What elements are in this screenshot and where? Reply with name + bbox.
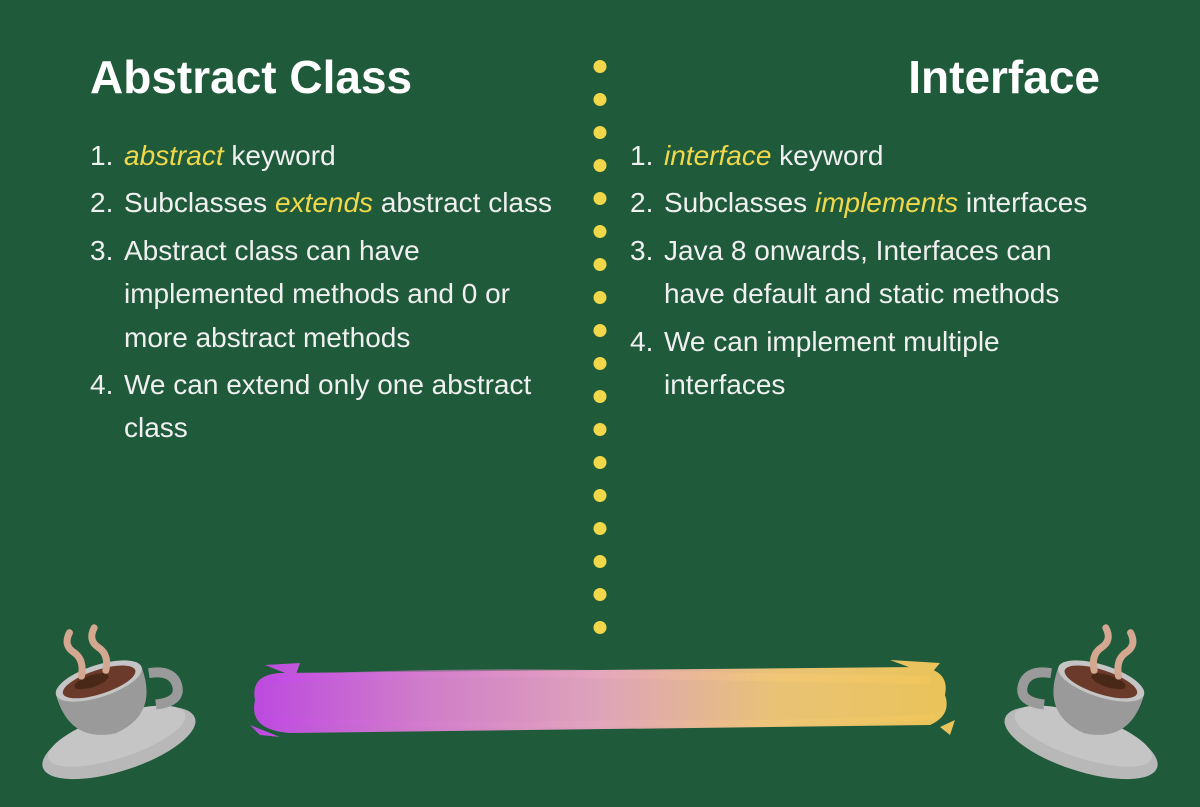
divider-dot [594, 159, 607, 172]
divider-dot [594, 390, 607, 403]
divider-dot [594, 588, 607, 601]
left-title: Abstract Class [90, 50, 570, 104]
divider-dot [594, 291, 607, 304]
list-item: Subclasses extends abstract class [90, 181, 570, 224]
divider-dot [594, 192, 607, 205]
left-column: Abstract Class abstract keywordSubclasse… [90, 50, 570, 454]
divider-dot [594, 423, 607, 436]
divider-dot [594, 126, 607, 139]
list-item: Abstract class can have implemented meth… [90, 229, 570, 359]
divider-dot [594, 621, 607, 634]
divider-dot [594, 489, 607, 502]
divider-dot [594, 456, 607, 469]
divider-dot [594, 357, 607, 370]
dotted-divider [594, 60, 607, 634]
list-item: Java 8 onwards, Interfaces can have defa… [630, 229, 1110, 316]
coffee-cup-icon [0, 598, 211, 803]
divider-dot [594, 555, 607, 568]
list-item: Subclasses implements interfaces [630, 181, 1110, 224]
right-list: interface keywordSubclasses implements i… [630, 134, 1110, 406]
right-column: Interface interface keywordSubclasses im… [630, 50, 1110, 454]
list-item: We can implement multiple interfaces [630, 320, 1110, 407]
brush-stroke [240, 655, 960, 745]
divider-dot [594, 225, 607, 238]
right-title: Interface [630, 50, 1110, 104]
list-item: We can extend only one abstract class [90, 363, 570, 450]
left-list: abstract keywordSubclasses extends abstr… [90, 134, 570, 450]
divider-dot [594, 258, 607, 271]
divider-dot [594, 522, 607, 535]
coffee-cup-icon [989, 598, 1200, 803]
divider-dot [594, 324, 607, 337]
list-item: interface keyword [630, 134, 1110, 177]
divider-dot [594, 60, 607, 73]
list-item: abstract keyword [90, 134, 570, 177]
divider-dot [594, 93, 607, 106]
